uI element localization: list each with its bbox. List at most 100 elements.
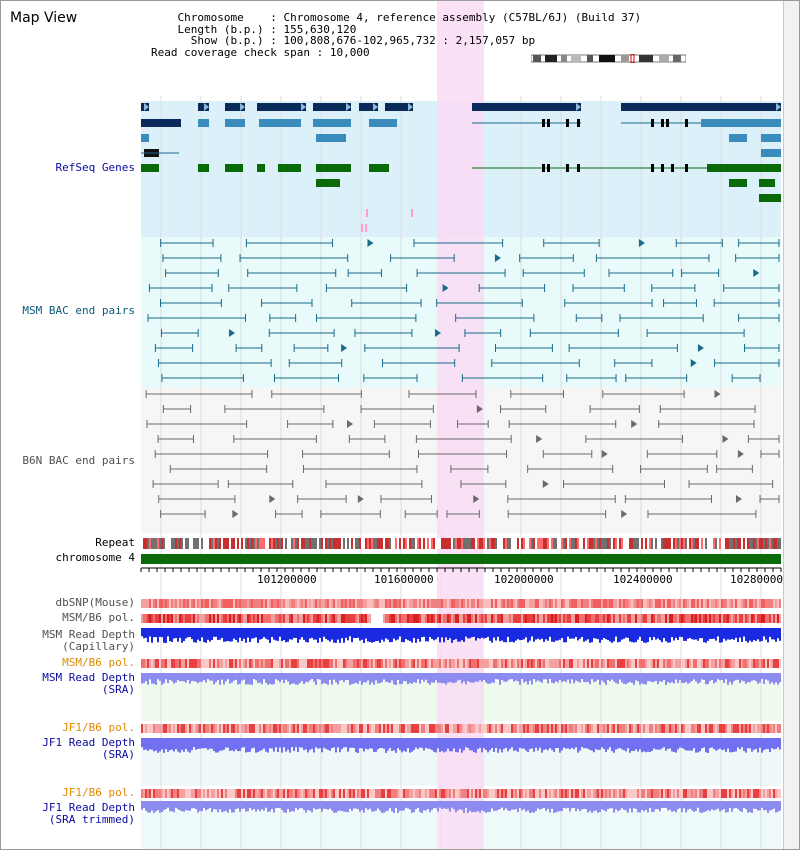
heat-cell — [747, 614, 749, 623]
depth-bar — [171, 738, 173, 750]
heat-cell — [751, 599, 753, 608]
depth-bar — [725, 628, 727, 641]
heat-cell — [559, 789, 561, 798]
depth-bar — [417, 801, 419, 808]
heat-cell — [263, 724, 265, 733]
heat-cell — [311, 614, 313, 623]
depth-bar — [765, 738, 767, 750]
heat-cell — [481, 659, 483, 668]
repeat-segment — [283, 538, 285, 549]
depth-bar — [319, 801, 321, 809]
depth-bar — [597, 738, 599, 750]
depth-bar — [241, 673, 243, 681]
b6n-bac-pair-arrow — [735, 495, 742, 503]
heat-cell — [365, 659, 367, 668]
heat-cell — [489, 659, 491, 668]
track-label-chromosome[interactable]: chromosome 4 — [55, 551, 135, 564]
track-label-msm-b6-pol-capillary[interactable]: MSM/B6 pol. — [62, 611, 135, 624]
heat-cell — [763, 724, 765, 733]
heat-cell — [313, 789, 315, 798]
depth-bar — [671, 628, 673, 638]
heat-cell — [261, 789, 263, 798]
depth-bar — [155, 628, 157, 638]
depth-bar — [623, 673, 625, 684]
depth-bar — [499, 628, 501, 642]
depth-bar — [459, 738, 461, 749]
heat-cell — [669, 724, 671, 733]
repeat-segment — [735, 538, 737, 549]
heat-cell — [187, 614, 189, 623]
heat-cell — [339, 599, 341, 608]
heat-cell — [721, 599, 723, 608]
heat-cell — [521, 724, 523, 733]
heat-cell — [243, 724, 245, 733]
heat-cell — [463, 789, 465, 798]
heat-cell — [377, 659, 379, 668]
heat-cell — [671, 789, 673, 798]
track-label-b6n-bac[interactable]: B6N BAC end pairs — [22, 454, 135, 467]
heat-cell — [683, 614, 685, 623]
heat-cell — [317, 789, 319, 798]
chromosome-ideogram[interactable] — [531, 54, 686, 63]
track-label-jf1-b6-pol[interactable]: JF1/B6 pol. — [62, 721, 135, 734]
depth-bar — [503, 738, 505, 749]
track-label-msm-depth-capillary[interactable]: MSM Read Depth — [42, 628, 135, 641]
heat-cell — [731, 599, 733, 608]
heat-cell — [575, 724, 577, 733]
heat-cell — [411, 789, 413, 798]
repeat-segment — [163, 538, 165, 549]
depth-bar — [637, 673, 639, 682]
track-label-msm-bac[interactable]: MSM BAC end pairs — [22, 304, 135, 317]
heat-cell — [187, 599, 189, 608]
track-label-msm-b6-pol-sra[interactable]: MSM/B6 pol. — [62, 656, 135, 669]
depth-bar — [459, 673, 461, 680]
heat-cell — [465, 724, 467, 733]
track-label-jf1-depth-trimmed[interactable]: JF1 Read Depth — [42, 801, 135, 814]
b6n-bac-pair-arrow — [722, 435, 729, 443]
repeat-segment — [355, 538, 357, 549]
track-label-dbsnp[interactable]: dbSNP(Mouse) — [55, 596, 135, 609]
depth-bar — [685, 801, 687, 813]
repeat-segment — [435, 538, 437, 549]
depth-bar — [505, 673, 507, 682]
heat-cell — [229, 724, 231, 733]
depth-bar — [523, 628, 525, 640]
depth-bar — [555, 673, 557, 682]
depth-bar — [215, 673, 217, 683]
depth-bar — [405, 628, 407, 640]
vertical-scrollbar[interactable] — [783, 1, 799, 849]
track-label-jf1-depth-sra[interactable]: JF1 Read Depth — [42, 736, 135, 749]
depth-bar — [219, 801, 221, 810]
depth-bar — [355, 673, 357, 683]
repeat-segment — [693, 538, 695, 549]
track-label-repeat[interactable]: Repeat — [95, 536, 135, 549]
heat-cell — [435, 614, 437, 623]
depth-bar — [295, 801, 297, 809]
heat-cell — [739, 599, 741, 608]
heat-cell — [239, 659, 241, 668]
heat-cell — [595, 599, 597, 608]
depth-bar — [721, 673, 723, 680]
depth-bar — [585, 738, 587, 749]
depth-bar — [465, 673, 467, 685]
repeat-segment — [377, 538, 379, 549]
repeat-segment — [421, 538, 423, 549]
heat-cell — [397, 614, 399, 623]
heat-cell — [395, 659, 397, 668]
depth-bar — [729, 738, 731, 753]
heat-cell — [711, 789, 713, 798]
heat-cell — [263, 659, 265, 668]
track-label-msm-depth-sra[interactable]: MSM Read Depth — [42, 671, 135, 684]
repeat-segment — [425, 538, 427, 549]
heat-cell — [359, 599, 361, 608]
heat-cell — [287, 659, 289, 668]
track-label-jf1-b6-pol-trimmed[interactable]: JF1/B6 pol. — [62, 786, 135, 799]
track-label-refseq-genes[interactable]: RefSeq Genes — [55, 161, 135, 174]
depth-bar — [653, 628, 655, 637]
repeat-segment — [641, 538, 643, 549]
heat-cell — [565, 724, 567, 733]
depth-bar — [295, 628, 297, 638]
depth-bar — [149, 673, 151, 680]
heat-cell — [705, 599, 707, 608]
